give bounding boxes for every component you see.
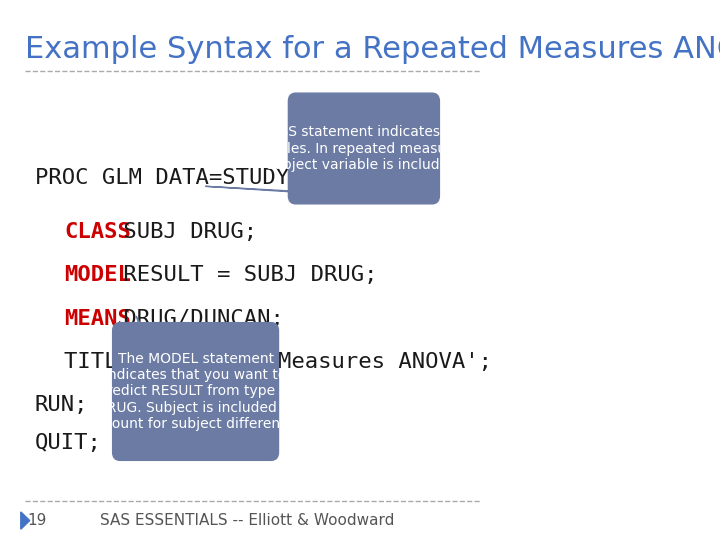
- Text: QUIT;: QUIT;: [35, 433, 102, 453]
- Text: TITLE 'Repeated Measures ANOVA';: TITLE 'Repeated Measures ANOVA';: [64, 352, 492, 372]
- Text: RUN;: RUN;: [35, 395, 88, 415]
- Text: PROC GLM DATA=STUDY;: PROC GLM DATA=STUDY;: [35, 168, 302, 188]
- FancyBboxPatch shape: [112, 322, 279, 460]
- Polygon shape: [205, 186, 377, 195]
- Text: SUBJ DRUG;: SUBJ DRUG;: [110, 222, 258, 242]
- Text: The CLASS statement indicates grouping
variables. In repeated measures, a
subjec: The CLASS statement indicates grouping v…: [222, 125, 506, 172]
- Text: 19: 19: [27, 513, 47, 528]
- Text: MODEL: MODEL: [64, 265, 131, 286]
- Text: SAS ESSENTIALS -- Elliott & Woodward: SAS ESSENTIALS -- Elliott & Woodward: [100, 513, 395, 528]
- Text: Example Syntax for a Repeated Measures ANOVA: Example Syntax for a Repeated Measures A…: [24, 35, 720, 64]
- Text: DRUG/DUNCAN;: DRUG/DUNCAN;: [110, 308, 284, 329]
- Polygon shape: [136, 316, 208, 452]
- Text: MEANS: MEANS: [64, 308, 131, 329]
- FancyBboxPatch shape: [289, 93, 439, 204]
- Text: CLASS: CLASS: [64, 222, 131, 242]
- Text: RESULT = SUBJ DRUG;: RESULT = SUBJ DRUG;: [110, 265, 378, 286]
- Polygon shape: [21, 512, 30, 529]
- Text: The MODEL statement
indicates that you want to
predict RESULT from type of
DRUG.: The MODEL statement indicates that you w…: [88, 352, 303, 431]
